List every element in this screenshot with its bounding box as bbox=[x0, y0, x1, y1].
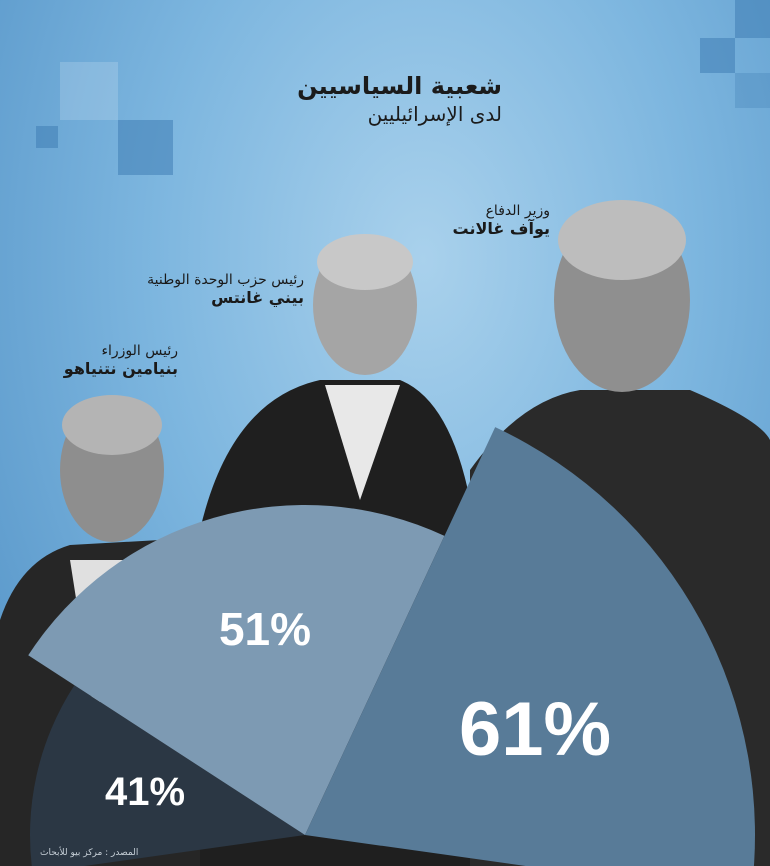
slice-label: 41% bbox=[105, 770, 185, 814]
decor-square bbox=[60, 62, 118, 120]
decor-square bbox=[36, 126, 58, 148]
role-text: وزير الدفاع bbox=[485, 203, 550, 219]
decor-square bbox=[700, 38, 735, 73]
source-note: المصدر : مركز بيو للأبحاث bbox=[40, 848, 139, 858]
label-netanyahu: رئيس الوزراء بنيامين نتنياهو bbox=[10, 343, 178, 378]
pie-slice bbox=[28, 505, 445, 835]
label-gantz: رئيس حزب الوحدة الوطنية بيني غانتس bbox=[80, 272, 304, 307]
chart-title: شعبية السياسيين bbox=[297, 72, 502, 100]
decor-square bbox=[735, 0, 770, 38]
role-text: رئيس حزب الوحدة الوطنية bbox=[147, 272, 304, 288]
name-text: بنيامين نتنياهو bbox=[63, 359, 178, 378]
chart-title-block: شعبية السياسيين لدى الإسرائيليين bbox=[297, 72, 502, 126]
slice-label: 51% bbox=[219, 603, 311, 655]
pie-slice bbox=[30, 685, 305, 866]
name-text: يوآف غالانت bbox=[452, 219, 550, 238]
chart-subtitle: لدى الإسرائيليين bbox=[367, 102, 502, 126]
pie-slice bbox=[305, 427, 755, 866]
name-text: بيني غانتس bbox=[211, 288, 304, 307]
slice-label: 61% bbox=[459, 687, 611, 772]
label-gallant: وزير الدفاع يوآف غالانت bbox=[420, 203, 550, 238]
decor-square bbox=[118, 120, 173, 175]
decor-square bbox=[735, 73, 770, 108]
role-text: رئيس الوزراء bbox=[101, 343, 178, 359]
